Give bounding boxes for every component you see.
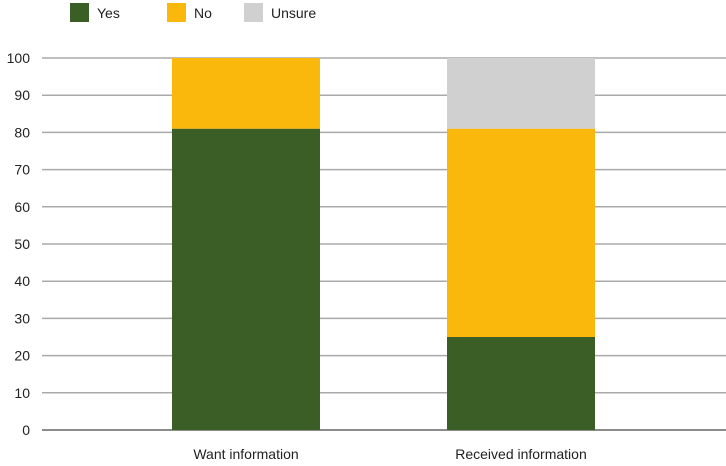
x-tick-label: Want information — [193, 446, 298, 462]
y-tick-label: 60 — [14, 199, 30, 215]
y-tick-label: 80 — [14, 124, 30, 140]
y-tick-label: 100 — [7, 50, 31, 66]
bar-segment-no — [447, 128, 595, 337]
legend-label: No — [194, 5, 212, 21]
y-tick-label: 0 — [22, 422, 30, 438]
y-tick-label: 50 — [14, 236, 30, 252]
bar-segment-yes — [172, 128, 320, 430]
legend-label: Yes — [97, 5, 120, 21]
legend-swatch — [167, 3, 186, 22]
y-tick-label: 20 — [14, 348, 30, 364]
bar-segment-unsure — [447, 58, 595, 129]
legend-swatch — [244, 3, 263, 22]
x-tick-label: Received information — [455, 446, 587, 462]
bar-segment-yes — [447, 337, 595, 430]
bar-segment-no — [172, 58, 320, 129]
legend-label: Unsure — [271, 5, 316, 21]
legend-item: Yes — [70, 3, 120, 22]
legend-item: No — [167, 3, 212, 22]
legend-item: Unsure — [244, 3, 316, 22]
y-tick-label: 30 — [14, 310, 30, 326]
y-tick-label: 70 — [14, 162, 30, 178]
y-tick-label: 90 — [14, 87, 30, 103]
y-tick-label: 40 — [14, 273, 30, 289]
y-tick-label: 10 — [14, 385, 30, 401]
legend-swatch — [70, 3, 89, 22]
